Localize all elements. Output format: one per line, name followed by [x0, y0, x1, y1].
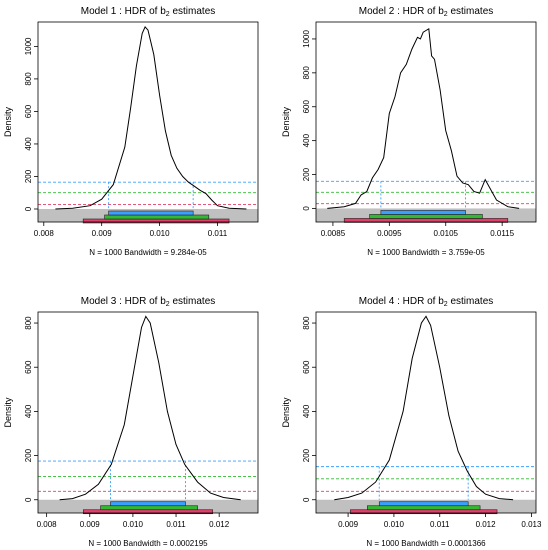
x-tick-label: 0.011 — [166, 520, 186, 529]
y-tick-label: 400 — [302, 133, 311, 147]
y-tick-label: 200 — [24, 169, 33, 183]
x-tick-label: 0.009 — [80, 520, 101, 529]
y-tick-label: 200 — [302, 448, 311, 462]
plot-frame — [37, 311, 259, 514]
y-tick-label: 400 — [302, 404, 311, 418]
y-tick-label: 600 — [302, 360, 311, 374]
y-tick-label: 800 — [302, 66, 311, 80]
x-tick-label: 0.013 — [521, 520, 542, 529]
density-curve — [59, 315, 241, 501]
y-tick-label: 400 — [24, 137, 33, 151]
x-tick-label: 0.010 — [384, 520, 405, 529]
y-tick-label: 0 — [302, 497, 311, 502]
y-axis-label: Density — [3, 106, 13, 137]
y-tick-label: 1000 — [302, 29, 311, 47]
y-tick-label: 800 — [24, 316, 33, 330]
hdr-interval-bar-1 — [380, 210, 466, 215]
chart-footer: N = 1000 Bandwidth = 0.0001366 — [366, 539, 486, 548]
x-tick-label: 0.011 — [208, 229, 228, 238]
hdr-interval-bar-1 — [110, 501, 186, 507]
chart-panel-3: 0.008 0.009 0.010 0.011 0.012 0 200 400 600 800 De… — [3, 296, 259, 548]
x-tick-label: 0.012 — [209, 520, 230, 529]
density-curve — [334, 315, 514, 501]
y-tick-label: 1000 — [24, 37, 33, 55]
y-tick-label: 600 — [24, 104, 33, 118]
chart-footer: N = 1000 Bandwidth = 0.0002195 — [88, 539, 208, 548]
x-tick-label: 0.010 — [123, 520, 144, 529]
y-tick-label: 400 — [24, 404, 33, 418]
x-tick-label: 0.010 — [150, 229, 171, 238]
chart-title: Model 4 : HDR of b2 estimates — [359, 296, 494, 308]
chart-panel-2: 0.0085 0.0095 0.0105 0.0115 0 200 400 600 800 100… — [281, 6, 537, 257]
hdr-interval-bar-1 — [108, 210, 194, 216]
y-axis-label: Density — [281, 106, 291, 137]
y-axis-label: Density — [3, 397, 13, 428]
plot-frame — [37, 21, 259, 223]
hdr-interval-bar-2 — [104, 214, 210, 220]
x-tick-label: 0.0115 — [490, 229, 514, 238]
x-tick-label: 0.008 — [34, 229, 55, 238]
hdr-interval-bar-2 — [367, 505, 481, 511]
y-tick-label: 800 — [302, 316, 311, 330]
density-curve — [55, 25, 247, 210]
plot-frame — [315, 21, 537, 223]
hdr-interval-bar-1 — [378, 501, 469, 507]
y-tick-label: 0 — [24, 497, 33, 502]
chart-title: Model 3 : HDR of b2 estimates — [81, 296, 216, 308]
x-tick-label: 0.011 — [430, 520, 450, 529]
density-curve — [327, 27, 520, 209]
x-tick-label: 0.008 — [37, 520, 58, 529]
y-tick-label: 200 — [302, 167, 311, 181]
chart-footer: N = 1000 Bandwidth = 3.759e-05 — [367, 248, 485, 257]
hdr-interval-bar-2 — [369, 214, 483, 219]
y-tick-label: 0 — [302, 206, 311, 211]
chart-panel-4: 0.009 0.010 0.011 0.012 0.013 0 200 400 600 800 De… — [281, 296, 542, 548]
chart-title: Model 1 : HDR of b2 estimates — [81, 6, 216, 18]
y-tick-label: 800 — [24, 72, 33, 86]
x-tick-label: 0.0085 — [321, 229, 346, 238]
y-tick-label: 600 — [24, 360, 33, 374]
y-tick-label: 200 — [24, 448, 33, 462]
chart-title: Model 2 : HDR of b2 estimates — [359, 6, 494, 18]
x-tick-label: 0.0095 — [377, 229, 402, 238]
y-tick-label: 0 — [24, 206, 33, 211]
chart-footer: N = 1000 Bandwidth = 9.284e-05 — [89, 248, 207, 257]
y-tick-label: 600 — [302, 100, 311, 114]
plot-frame — [315, 311, 537, 514]
chart-panel-1: 0.008 0.009 0.010 0.011 0 200 400 600 800 1000 Den… — [3, 6, 259, 257]
x-tick-label: 0.009 — [338, 520, 359, 529]
y-axis-label: Density — [281, 397, 291, 428]
x-tick-label: 0.0105 — [434, 229, 459, 238]
hdr-interval-bar-2 — [100, 505, 198, 511]
x-tick-label: 0.012 — [476, 520, 497, 529]
x-tick-label: 0.009 — [92, 229, 113, 238]
